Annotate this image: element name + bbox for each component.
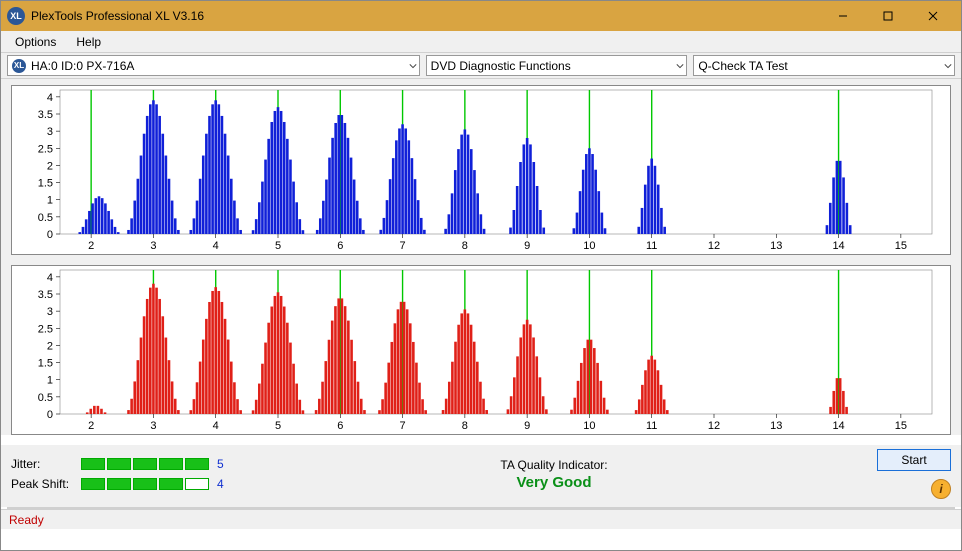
window-title: PlexTools Professional XL V3.16 (31, 9, 820, 23)
device-select-value: HA:0 ID:0 PX-716A (31, 59, 134, 73)
svg-text:15: 15 (895, 420, 907, 432)
quality-value: Very Good (241, 474, 867, 491)
top-chart: 0 0.5 1 1.5 2 2.5 3 3.5 4 2 3 4 5 6 7 8 9 10 11 12 13 14 15 (11, 85, 951, 255)
jitter-value: 5 (217, 457, 231, 471)
bottom-chart: 0 0.5 1 1.5 2 2.5 3 3.5 4 2 3 4 5 6 7 8 9 10 11 12 13 14 15 (11, 265, 951, 435)
svg-text:1.5: 1.5 (38, 358, 53, 370)
app-icon: XL (7, 7, 25, 25)
menubar: Options Help (1, 31, 961, 53)
svg-text:11: 11 (646, 420, 657, 432)
info-button[interactable]: i (931, 479, 951, 499)
svg-text:5: 5 (275, 240, 281, 252)
function-select-value: DVD Diagnostic Functions (431, 59, 571, 73)
svg-text:4: 4 (213, 240, 219, 252)
svg-text:2.5: 2.5 (38, 143, 53, 155)
quality-label: TA Quality Indicator: (241, 458, 867, 472)
meter-segment (185, 478, 209, 490)
titlebar: XL PlexTools Professional XL V3.16 (1, 1, 961, 31)
meter-segment (107, 458, 131, 470)
svg-text:10: 10 (583, 240, 595, 252)
svg-text:2.5: 2.5 (38, 323, 53, 335)
status-bar: Ready (1, 509, 961, 529)
svg-text:2: 2 (88, 240, 94, 252)
peakshift-segments (81, 478, 209, 490)
svg-text:12: 12 (708, 240, 720, 252)
function-select[interactable]: DVD Diagnostic Functions (426, 55, 688, 76)
svg-text:3.5: 3.5 (38, 289, 53, 301)
status-text: Ready (9, 513, 44, 527)
content-area: 00.511.522.533.5423456789101112131415 00… (1, 79, 961, 435)
svg-text:13: 13 (770, 420, 782, 432)
peakshift-meter: Peak Shift: 4 (11, 477, 231, 491)
start-button[interactable]: Start (877, 449, 951, 471)
quality-indicator: TA Quality Indicator: Very Good (241, 458, 867, 491)
svg-text:0: 0 (47, 229, 53, 241)
chevron-down-icon (944, 59, 952, 73)
svg-text:3.5: 3.5 (38, 109, 53, 121)
svg-text:3: 3 (47, 306, 53, 318)
svg-text:2: 2 (88, 420, 94, 432)
test-select-value: Q-Check TA Test (698, 59, 787, 73)
svg-text:12: 12 (708, 420, 720, 432)
svg-text:14: 14 (832, 420, 844, 432)
svg-text:6: 6 (337, 420, 343, 432)
svg-text:4: 4 (47, 272, 53, 284)
svg-text:4: 4 (47, 92, 53, 104)
svg-text:0: 0 (47, 409, 53, 421)
svg-text:15: 15 (895, 240, 907, 252)
svg-text:5: 5 (275, 420, 281, 432)
chevron-down-icon (676, 59, 684, 73)
jitter-label: Jitter: (11, 457, 73, 471)
meter-segment (81, 458, 105, 470)
jitter-meter: Jitter: 5 (11, 457, 231, 471)
svg-text:9: 9 (524, 240, 530, 252)
svg-text:6: 6 (337, 240, 343, 252)
svg-text:7: 7 (400, 420, 406, 432)
chevron-down-icon (409, 59, 417, 73)
close-button[interactable] (910, 1, 955, 31)
peakshift-label: Peak Shift: (11, 477, 73, 491)
drive-icon: XL (12, 59, 26, 73)
svg-text:7: 7 (400, 240, 406, 252)
svg-text:3: 3 (47, 126, 53, 138)
svg-text:8: 8 (462, 420, 468, 432)
svg-text:10: 10 (583, 420, 595, 432)
meter-segment (107, 478, 131, 490)
menu-help[interactable]: Help (66, 32, 111, 52)
meters: Jitter: 5 Peak Shift: 4 (11, 457, 231, 491)
svg-text:14: 14 (832, 240, 844, 252)
svg-text:4: 4 (213, 420, 219, 432)
meter-segment (133, 458, 157, 470)
svg-text:13: 13 (770, 240, 782, 252)
device-select[interactable]: XL HA:0 ID:0 PX-716A (7, 55, 420, 76)
meter-segment (159, 478, 183, 490)
svg-text:1: 1 (47, 195, 53, 207)
svg-text:0.5: 0.5 (38, 392, 53, 404)
svg-text:2: 2 (47, 160, 53, 172)
svg-text:11: 11 (646, 240, 657, 252)
peakshift-value: 4 (217, 477, 231, 491)
svg-text:1: 1 (47, 375, 53, 387)
svg-text:2: 2 (47, 340, 53, 352)
menu-options[interactable]: Options (5, 32, 66, 52)
test-select[interactable]: Q-Check TA Test (693, 55, 955, 76)
svg-text:3: 3 (150, 420, 156, 432)
toolbar: XL HA:0 ID:0 PX-716A DVD Diagnostic Func… (1, 53, 961, 79)
minimize-button[interactable] (820, 1, 865, 31)
jitter-segments (81, 458, 209, 470)
meter-segment (159, 458, 183, 470)
meter-segment (185, 458, 209, 470)
svg-text:0.5: 0.5 (38, 212, 53, 224)
svg-text:1.5: 1.5 (38, 178, 53, 190)
bottom-bar: Jitter: 5 Peak Shift: 4 TA Quality Indic… (1, 445, 961, 507)
svg-text:9: 9 (524, 420, 530, 432)
meter-segment (133, 478, 157, 490)
svg-text:8: 8 (462, 240, 468, 252)
meter-segment (81, 478, 105, 490)
maximize-button[interactable] (865, 1, 910, 31)
svg-text:3: 3 (150, 240, 156, 252)
